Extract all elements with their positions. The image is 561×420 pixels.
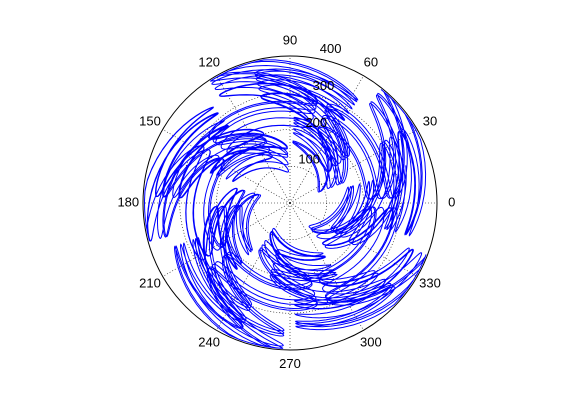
theta-tick-label-270: 270 — [279, 356, 301, 371]
series-line-0 — [144, 60, 426, 349]
theta-tick-label-330: 330 — [419, 275, 441, 290]
theta-tick-label-300: 300 — [360, 334, 382, 349]
theta-tick-label-150: 150 — [139, 114, 161, 129]
theta-tick-label-0: 0 — [448, 194, 455, 209]
r-tick-label-300: 300 — [313, 78, 335, 93]
trajectory-series — [144, 60, 426, 349]
r-tick-label-200: 200 — [305, 115, 327, 130]
r-tick-label-400: 400 — [320, 41, 342, 56]
theta-tick-label-90: 90 — [283, 33, 297, 48]
theta-tick-label-30: 30 — [423, 114, 437, 129]
theta-tick-label-60: 60 — [364, 54, 378, 69]
theta-tick-label-120: 120 — [198, 54, 220, 69]
theta-tick-label-210: 210 — [139, 275, 161, 290]
r-tick-label-100: 100 — [298, 152, 320, 167]
theta-tick-label-180: 180 — [117, 194, 139, 209]
theta-tick-label-240: 240 — [198, 334, 220, 349]
